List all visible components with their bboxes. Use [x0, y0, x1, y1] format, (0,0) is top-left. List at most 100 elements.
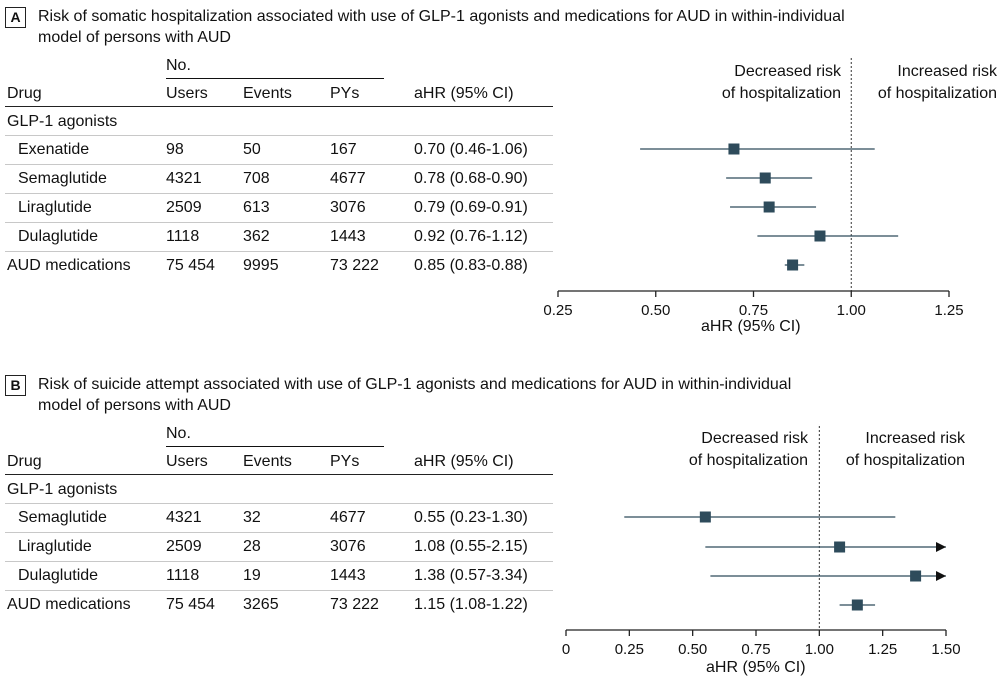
a-legend-decreased: Decreased risk of hospitalization — [722, 61, 841, 105]
b-row-users: 4321 — [166, 509, 202, 526]
x-tick-label: 1.00 — [837, 302, 866, 319]
a-row-ahr: 0.70 (0.46-1.06) — [414, 141, 528, 158]
a-col-no-group: No. — [166, 57, 191, 74]
a-row-rule — [5, 164, 553, 165]
b-legend-decreased-line1: Decreased risk — [701, 430, 808, 447]
panel-a-title-line1: Risk of somatic hospitalization associat… — [38, 8, 845, 25]
b-col-pys: PYs — [330, 453, 360, 470]
a-row-ahr: 0.92 (0.76-1.12) — [414, 228, 528, 245]
x-tick-label: 0.25 — [543, 302, 572, 319]
b-row-pys: 1443 — [330, 567, 366, 584]
b-legend-increased: Increased risk of hospitalization — [846, 428, 965, 472]
b-legend-decreased-line2: of hospitalization — [688, 452, 808, 469]
a-row-events: 708 — [243, 170, 270, 187]
b-row-rule — [5, 503, 553, 504]
a-col-pys: PYs — [330, 85, 360, 102]
b-row-rule — [5, 561, 553, 562]
b-row-ahr: 0.55 (0.23-1.30) — [414, 509, 528, 526]
a-row-pys: 3076 — [330, 199, 366, 216]
panel-b-title: Risk of suicide attempt associated with … — [38, 374, 791, 416]
a-row-users: 75 454 — [166, 257, 215, 274]
b-row-users: 1118 — [166, 567, 200, 584]
a-row-drug: Dulaglutide — [18, 228, 99, 245]
a-row-pys: 73 222 — [330, 257, 379, 274]
a-legend-increased-line1: Increased risk — [897, 63, 997, 80]
a-col-events: Events — [243, 85, 292, 102]
b-row-events: 3265 — [243, 596, 279, 613]
b-header-rule — [5, 474, 553, 475]
ci-arrow — [936, 571, 946, 581]
x-tick-label: 0.50 — [678, 641, 707, 658]
panel-b-title-line1: Risk of suicide attempt associated with … — [38, 376, 792, 393]
a-row-rule — [5, 193, 553, 194]
a-col-drug: Drug — [7, 85, 42, 102]
a-col-users: Users — [166, 85, 208, 102]
panel-b-label: B — [5, 375, 26, 396]
a-row-rule — [5, 135, 553, 136]
panel-a-title-line2: model of persons with AUD — [38, 29, 231, 46]
a-col-ahr: aHR (95% CI) — [414, 85, 514, 102]
hr-marker — [910, 570, 922, 582]
a-row-drug: AUD medications — [7, 257, 131, 274]
a-group-label: GLP-1 agonists — [7, 113, 118, 130]
b-group-label: GLP-1 agonists — [7, 481, 118, 498]
a-row-drug: Liraglutide — [18, 199, 92, 216]
ci-arrow — [936, 542, 946, 552]
x-tick-label: 0.25 — [615, 641, 644, 658]
b-no-group-rule — [166, 446, 384, 447]
hr-marker — [814, 230, 826, 242]
a-row-pys: 4677 — [330, 170, 366, 187]
a-row-rule — [5, 222, 553, 223]
x-tick-label: 0.50 — [641, 302, 670, 319]
b-row-drug: Semaglutide — [18, 509, 107, 526]
panel-b-title-line2: model of persons with AUD — [38, 397, 231, 414]
a-legend-increased: Increased risk of hospitalization — [878, 61, 997, 105]
b-col-ahr: aHR (95% CI) — [414, 453, 514, 470]
a-row-users: 98 — [166, 141, 184, 158]
a-xlabel: aHR (95% CI) — [701, 318, 801, 335]
b-xlabel: aHR (95% CI) — [706, 659, 806, 676]
b-row-events: 19 — [243, 567, 261, 584]
x-tick-label: 0 — [562, 641, 570, 658]
b-row-pys: 73 222 — [330, 596, 379, 613]
x-tick-label: 1.50 — [931, 641, 960, 658]
b-col-no-group: No. — [166, 425, 191, 442]
b-row-users: 2509 — [166, 538, 202, 555]
a-row-events: 9995 — [243, 257, 279, 274]
a-row-ahr: 0.79 (0.69-0.91) — [414, 199, 528, 216]
b-row-users: 75 454 — [166, 596, 215, 613]
b-row-ahr: 1.08 (0.55-2.15) — [414, 538, 528, 555]
a-row-users: 4321 — [166, 170, 202, 187]
a-row-events: 613 — [243, 199, 270, 216]
b-legend-increased-line2: of hospitalization — [845, 452, 965, 469]
a-legend-decreased-line2: of hospitalization — [721, 85, 841, 102]
hr-marker — [763, 201, 775, 213]
hr-marker — [834, 541, 846, 553]
a-row-rule — [5, 251, 553, 252]
hr-marker — [787, 259, 799, 271]
x-tick-label: 0.75 — [739, 302, 768, 319]
b-col-events: Events — [243, 453, 292, 470]
a-no-group-rule — [166, 78, 384, 79]
hr-marker — [699, 511, 711, 523]
hr-marker — [759, 172, 771, 184]
b-row-rule — [5, 590, 553, 591]
hr-marker — [728, 143, 740, 155]
b-row-ahr: 1.38 (0.57-3.34) — [414, 567, 528, 584]
b-row-drug: Dulaglutide — [18, 567, 99, 584]
x-tick-label: 1.25 — [934, 302, 963, 319]
a-row-ahr: 0.78 (0.68-0.90) — [414, 170, 528, 187]
a-legend-decreased-line1: Decreased risk — [734, 63, 841, 80]
a-row-drug: Semaglutide — [18, 170, 107, 187]
b-row-events: 32 — [243, 509, 261, 526]
a-row-events: 362 — [243, 228, 270, 245]
b-col-users: Users — [166, 453, 208, 470]
a-row-events: 50 — [243, 141, 261, 158]
b-col-drug: Drug — [7, 453, 42, 470]
a-row-pys: 1443 — [330, 228, 366, 245]
a-row-ahr: 0.85 (0.83-0.88) — [414, 257, 528, 274]
b-row-drug: AUD medications — [7, 596, 131, 613]
x-tick-label: 1.00 — [805, 641, 834, 658]
a-row-users: 2509 — [166, 199, 202, 216]
